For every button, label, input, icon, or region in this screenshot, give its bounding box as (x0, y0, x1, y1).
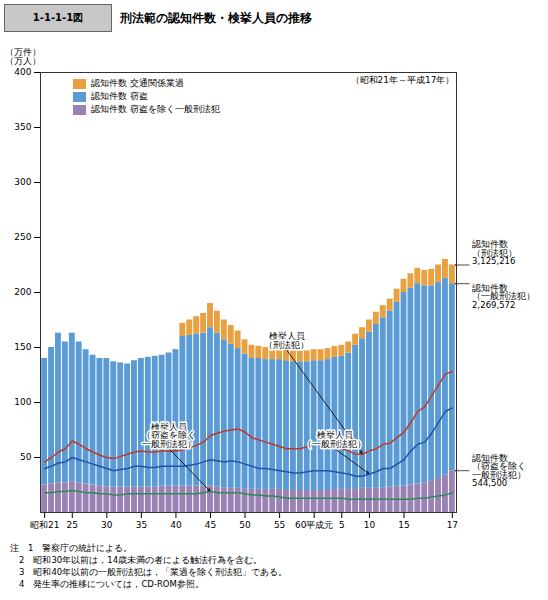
svg-text:15: 15 (398, 520, 409, 530)
svg-text:30: 30 (101, 520, 113, 530)
svg-text:認知件数（一般刑法犯）2,269,572: 認知件数（一般刑法犯）2,269,572 (472, 283, 535, 310)
svg-text:250: 250 (14, 232, 31, 242)
svg-text:50: 50 (239, 520, 251, 530)
html-text:認知件数 窃盗: 認知件数 窃盗 (91, 91, 149, 101)
svg-text:35: 35 (136, 520, 147, 530)
html-text:注 1 警察庁の統計による。 2 昭和30年以前は，14歳未: 注 1 警察庁の統計による。 2 昭和30年以前は，14歳未満の者による触法行為… (10, 543, 288, 589)
svg-text:400: 400 (14, 67, 31, 77)
svg-text:認知件数（窃盗を除く一般刑法犯）544,500: 認知件数（窃盗を除く一般刑法犯）544,500 (472, 453, 526, 489)
svg-text:50: 50 (20, 452, 32, 462)
svg-text:25: 25 (67, 520, 78, 530)
svg-text:検挙人員（窃盗を除く一般刑法犯）: 検挙人員（窃盗を除く一般刑法犯） (142, 422, 196, 449)
svg-text:検挙人員（刑法犯）: 検挙人員（刑法犯） (264, 331, 309, 350)
svg-text:55: 55 (274, 520, 285, 530)
html-text:1-1-1-1図: 1-1-1-1図 (32, 12, 84, 23)
svg-text:（万件）（万人）: （万件）（万人） (5, 47, 41, 66)
svg-text:300: 300 (14, 177, 31, 187)
svg-text:60平成元: 60平成元 (295, 520, 333, 530)
html-text:認知件数 窃盗を除く一般刑法犯: 認知件数 窃盗を除く一般刑法犯 (91, 104, 221, 114)
svg-text:200: 200 (14, 287, 31, 297)
svg-text:350: 350 (14, 122, 31, 132)
svg-text:10: 10 (364, 520, 376, 530)
svg-text:45: 45 (205, 520, 216, 530)
svg-text:（昭和21年～平成17年）: （昭和21年～平成17年） (351, 75, 455, 85)
html-text:認知件数 交通関係業過: 認知件数 交通関係業過 (91, 78, 185, 88)
svg-text:40: 40 (170, 520, 182, 530)
svg-text:5: 5 (339, 520, 345, 530)
svg-text:17: 17 (447, 520, 458, 530)
svg-text:認知件数（刑法犯）3,125,216: 認知件数（刑法犯）3,125,216 (472, 239, 517, 266)
svg-text:検挙人員（一般刑法犯）: 検挙人員（一般刑法犯） (303, 430, 366, 449)
html-text:刑法範の認知件数・検挙人員の推移: 刑法範の認知件数・検挙人員の推移 (120, 10, 312, 25)
svg-text:150: 150 (14, 342, 31, 352)
svg-text:100: 100 (14, 397, 31, 407)
svg-text:昭和21: 昭和21 (30, 520, 59, 530)
